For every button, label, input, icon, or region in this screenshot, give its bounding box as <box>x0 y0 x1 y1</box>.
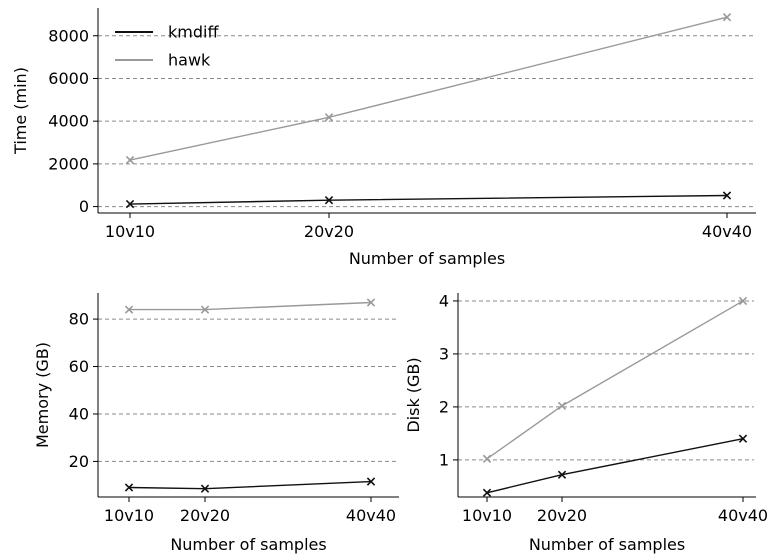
legend-hawk-label: hawk <box>168 51 211 70</box>
disk-kmdiff-point <box>738 434 748 443</box>
disk-x-tick-label: 20v20 <box>537 506 587 525</box>
time-y-tick-label: 8000 <box>48 26 89 45</box>
memory-y-tick-label: 60 <box>69 357 89 376</box>
memory-y-axis-title: Memory (GB) <box>33 342 52 448</box>
memory-kmdiff-line <box>128 480 372 490</box>
memory-kmdiff-point <box>366 477 376 486</box>
disk-hawk-point <box>557 401 567 411</box>
disk-kmdiff-point <box>482 488 492 497</box>
disk-x-axis-title: Number of samples <box>529 535 685 554</box>
disk-y-tick-label: 1 <box>439 450 449 469</box>
time-y-tick-label: 4000 <box>48 112 89 131</box>
time-hawk-point <box>125 155 135 165</box>
memory-x-axis-title: Number of samples <box>170 535 326 554</box>
memory-hawk-point <box>366 298 376 307</box>
disk-hawk-point <box>738 296 748 306</box>
time-panel: 0 2000 4000 6000 8000 10v10 20v20 40v40 Number o… <box>11 8 756 268</box>
legend-kmdiff-label: kmdiff <box>168 23 219 42</box>
memory-hawk-point <box>124 305 134 314</box>
memory-y-tick-label: 80 <box>69 310 89 329</box>
memory-x-tick-label: 40v40 <box>346 506 396 525</box>
legend: kmdiff hawk <box>115 23 219 70</box>
disk-y-tick-label: 3 <box>439 344 449 363</box>
disk-x-tick-label: 10v10 <box>462 506 512 525</box>
time-y-tick-label: 6000 <box>48 69 89 88</box>
memory-y-tick-label: 40 <box>69 404 89 423</box>
time-x-tick-label: 40v40 <box>702 222 752 241</box>
memory-x-tick-label: 20v20 <box>180 506 230 525</box>
time-kmdiff-point <box>722 191 732 200</box>
disk-hawk-line <box>486 300 744 460</box>
disk-kmdiff-point <box>557 470 567 479</box>
disk-y-tick-label: 4 <box>439 291 449 310</box>
time-x-axis-title: Number of samples <box>349 249 505 268</box>
time-y-axis-title: Time (min) <box>11 67 30 155</box>
memory-x-tick-label: 10v10 <box>104 506 154 525</box>
time-hawk-point <box>722 13 732 22</box>
time-x-tick-label: 20v20 <box>304 222 354 241</box>
time-y-tick-label: 0 <box>79 197 89 216</box>
disk-y-axis-title: Disk (GB) <box>404 357 423 432</box>
disk-kmdiff-line <box>486 438 744 494</box>
disk-panel: 1 2 3 4 10v10 20v20 40v40 Number of samples Disk… <box>404 291 768 554</box>
time-kmdiff-point <box>324 196 334 205</box>
disk-x-tick-label: 40v40 <box>718 506 768 525</box>
time-hawk-line <box>129 16 728 161</box>
time-hawk-point <box>324 113 334 122</box>
time-y-tick-label: 2000 <box>48 154 89 173</box>
memory-panel: 20 40 60 80 10v10 20v20 40v40 Number of samples… <box>33 293 399 554</box>
memory-kmdiff-point <box>200 484 210 493</box>
memory-hawk-line <box>129 301 372 311</box>
memory-hawk-point <box>200 305 210 314</box>
time-kmdiff-line <box>129 194 728 205</box>
memory-kmdiff-point <box>124 483 134 492</box>
time-kmdiff-point <box>125 199 135 209</box>
disk-y-tick-label: 2 <box>439 397 449 416</box>
time-x-tick-label: 10v10 <box>105 222 155 241</box>
disk-hawk-point <box>482 454 492 464</box>
memory-y-tick-label: 20 <box>69 452 89 471</box>
